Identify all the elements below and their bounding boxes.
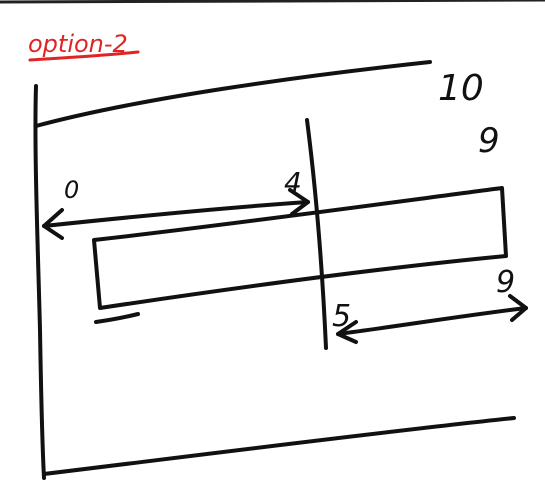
- arrow-zero-to-four: [42, 200, 310, 228]
- label-five: 5: [332, 299, 351, 334]
- label-nine-top: 9: [478, 121, 500, 161]
- vertical-divider-line: [305, 118, 328, 350]
- frame-left-line: [33, 84, 46, 480]
- label-ten: 10: [438, 68, 484, 109]
- frame-top-line: [34, 60, 432, 128]
- arrow-five-to-nine: [336, 306, 528, 336]
- arrowhead-left: [42, 208, 64, 240]
- arrowhead-right: [288, 188, 310, 216]
- label-zero: 0: [64, 176, 79, 204]
- label-nine-right: 9: [496, 265, 515, 300]
- rectangle-corner-stroke: [94, 312, 140, 324]
- top-edge-line: [0, 0, 545, 4]
- arrowhead-nine: [508, 294, 528, 322]
- rectangle-bar: [92, 186, 508, 310]
- title-underline: [28, 50, 140, 62]
- frame-bottom-line: [42, 416, 516, 476]
- arrowhead-five: [336, 320, 358, 344]
